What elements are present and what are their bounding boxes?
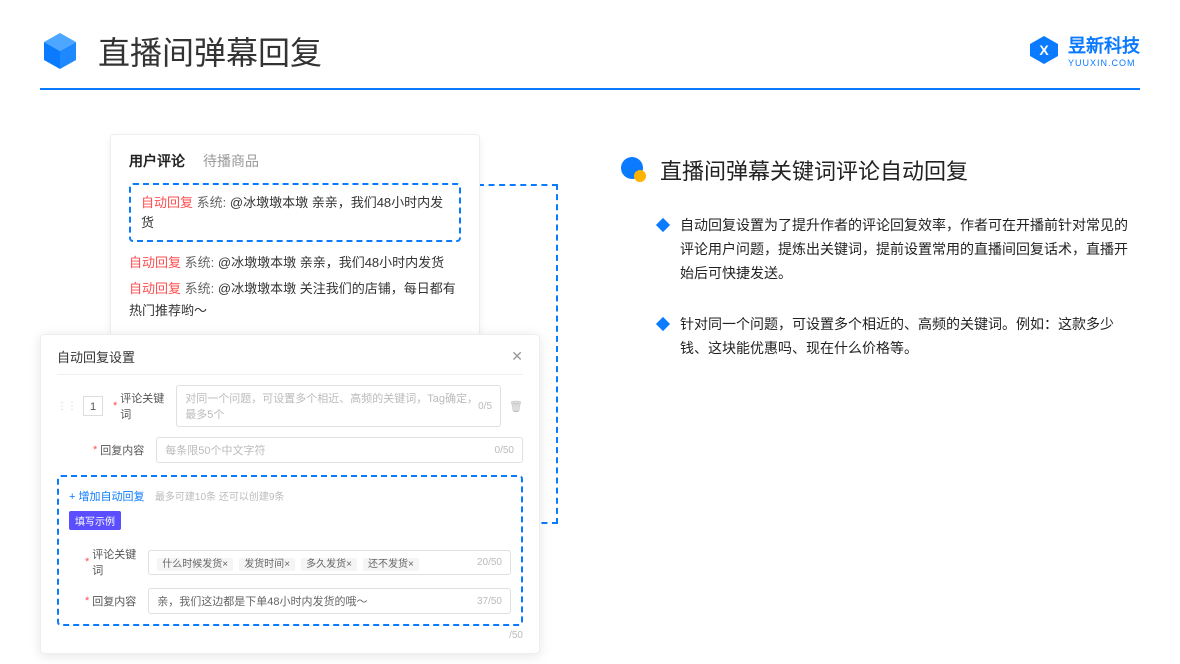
ex-content-label: 回复内容 — [92, 593, 140, 609]
svg-text:X: X — [1039, 42, 1049, 58]
ex-keyword-input[interactable]: 什么时候发货× 发货时间× 多久发货× 还不发货× 20/50 — [148, 550, 511, 575]
settings-dialog: 自动回复设置 ✕ ⋮⋮ 1 * 评论关键词 对同一个问题，可设置多个相近、高频的… — [40, 334, 540, 654]
tag-pill[interactable]: 发货时间× — [239, 558, 295, 571]
bullet-text: 针对同一个问题，可设置多个相近的、高频的关键词。例如：这款多少钱、这块能优惠吗、… — [680, 313, 1140, 361]
header-underline — [40, 88, 1140, 90]
input-placeholder: 每条限50个中文字符 — [165, 442, 265, 458]
char-count: 0/5 — [478, 401, 492, 412]
chat-bubble-icon — [620, 156, 648, 184]
left-column: 用户评论 待播商品 自动回复 系统: @冰墩墩本墩 亲亲，我们48小时内发货 自… — [40, 134, 510, 389]
brand-url: YUUXIN.COM — [1068, 58, 1140, 68]
dialog-title: 自动回复设置 — [57, 347, 135, 366]
system-label: 系统: — [185, 255, 215, 270]
ex-content-input[interactable]: 亲，我们这边都是下单48小时内发货的哦～ 37/50 — [148, 588, 511, 614]
ex-content-text: 亲，我们这边都是下单48小时内发货的哦～ — [157, 593, 367, 609]
right-column: 直播间弹幕关键词评论自动回复 自动回复设置为了提升作者的评论回复效率，作者可在开… — [510, 134, 1140, 389]
ex-keyword-label: 评论关键词 — [92, 546, 140, 578]
auto-reply-tag: 自动回复 — [129, 281, 181, 296]
comment-row: 自动回复 系统: @冰墩墩本墩 亲亲，我们48小时内发货 — [129, 252, 461, 274]
auto-reply-tag: 自动回复 — [129, 255, 181, 270]
tag-pill[interactable]: 多久发货× — [301, 558, 357, 571]
system-label: 系统: — [197, 195, 227, 210]
add-hint: 最多可建10条 还可以创建9条 — [155, 492, 284, 503]
input-placeholder: 对同一个问题，可设置多个相近、高频的关键词，Tag确定，最多5个 — [185, 390, 478, 422]
outer-count: /50 — [57, 630, 523, 641]
required-icon: * — [85, 595, 89, 607]
bullet-text: 自动回复设置为了提升作者的评论回复效率，作者可在开播前针对常见的评论用户问题，提… — [680, 214, 1140, 285]
keyword-row: ⋮⋮ 1 * 评论关键词 对同一个问题，可设置多个相近、高频的关键词，Tag确定… — [57, 385, 523, 427]
diamond-icon — [656, 218, 670, 232]
comment-text: @冰墩墩本墩 亲亲，我们48小时内发货 — [218, 255, 444, 270]
brand-name: 昱新科技 — [1068, 32, 1140, 58]
system-label: 系统: — [185, 281, 215, 296]
close-icon[interactable]: ✕ — [511, 348, 523, 365]
content-row: * 回复内容 每条限50个中文字符 0/50 — [57, 437, 523, 463]
char-count: 20/50 — [477, 557, 502, 568]
required-icon: * — [85, 556, 89, 568]
section-header: 直播间弹幕关键词评论自动回复 — [620, 154, 1140, 186]
comments-card: 用户评论 待播商品 自动回复 系统: @冰墩墩本墩 亲亲，我们48小时内发货 自… — [110, 134, 480, 343]
example-badge: 填写示例 — [69, 511, 121, 530]
auto-reply-tag: 自动回复 — [141, 195, 193, 210]
brand-logo: X 昱新科技YUUXIN.COM — [1028, 32, 1140, 68]
bullet-item: 针对同一个问题，可设置多个相近的、高频的关键词。例如：这款多少钱、这块能优惠吗、… — [620, 313, 1140, 361]
bullet-item: 自动回复设置为了提升作者的评论回复效率，作者可在开播前针对常见的评论用户问题，提… — [620, 214, 1140, 285]
drag-icon[interactable]: ⋮⋮ — [57, 401, 77, 412]
row-number: 1 — [83, 396, 103, 416]
page-header: 直播间弹幕回复 X 昱新科技YUUXIN.COM — [0, 0, 1180, 74]
dialog-header: 自动回复设置 ✕ — [57, 347, 523, 375]
comment-row: 自动回复 系统: @冰墩墩本墩 关注我们的店铺，每日都有热门推荐哟～ — [129, 278, 461, 322]
required-icon: * — [113, 400, 117, 412]
char-count: 0/50 — [495, 445, 514, 456]
keyword-label: 评论关键词 — [120, 390, 168, 422]
char-count: 37/50 — [477, 596, 502, 607]
content-input[interactable]: 每条限50个中文字符 0/50 — [156, 437, 523, 463]
content-area: 用户评论 待播商品 自动回复 系统: @冰墩墩本墩 亲亲，我们48小时内发货 自… — [0, 74, 1180, 389]
example-content-row: * 回复内容 亲，我们这边都是下单48小时内发货的哦～ 37/50 — [69, 588, 511, 614]
content-label: 回复内容 — [100, 442, 148, 458]
tag-pill[interactable]: 还不发货× — [363, 558, 419, 571]
highlighted-comment: 自动回复 系统: @冰墩墩本墩 亲亲，我们48小时内发货 — [129, 183, 461, 242]
keyword-input[interactable]: 对同一个问题，可设置多个相近、高频的关键词，Tag确定，最多5个 0/5 — [176, 385, 501, 427]
trash-icon[interactable]: 🗑 — [509, 400, 523, 413]
cube-icon — [40, 31, 80, 71]
example-box: + 增加自动回复 最多可建10条 还可以创建9条 填写示例 * 评论关键词 什么… — [57, 475, 523, 626]
tab-comments[interactable]: 用户评论 — [129, 151, 185, 171]
diamond-icon — [656, 317, 670, 331]
page-title: 直播间弹幕回复 — [98, 28, 322, 74]
required-icon: * — [93, 444, 97, 456]
tag-pill[interactable]: 什么时候发货× — [157, 558, 233, 571]
section-title: 直播间弹幕关键词评论自动回复 — [660, 154, 968, 186]
tabs: 用户评论 待播商品 — [129, 151, 461, 171]
add-reply-link[interactable]: + 增加自动回复 — [69, 491, 144, 503]
example-keyword-row: * 评论关键词 什么时候发货× 发货时间× 多久发货× 还不发货× 20/50 — [69, 546, 511, 578]
tab-products[interactable]: 待播商品 — [203, 151, 259, 171]
brand-icon: X — [1028, 34, 1060, 66]
